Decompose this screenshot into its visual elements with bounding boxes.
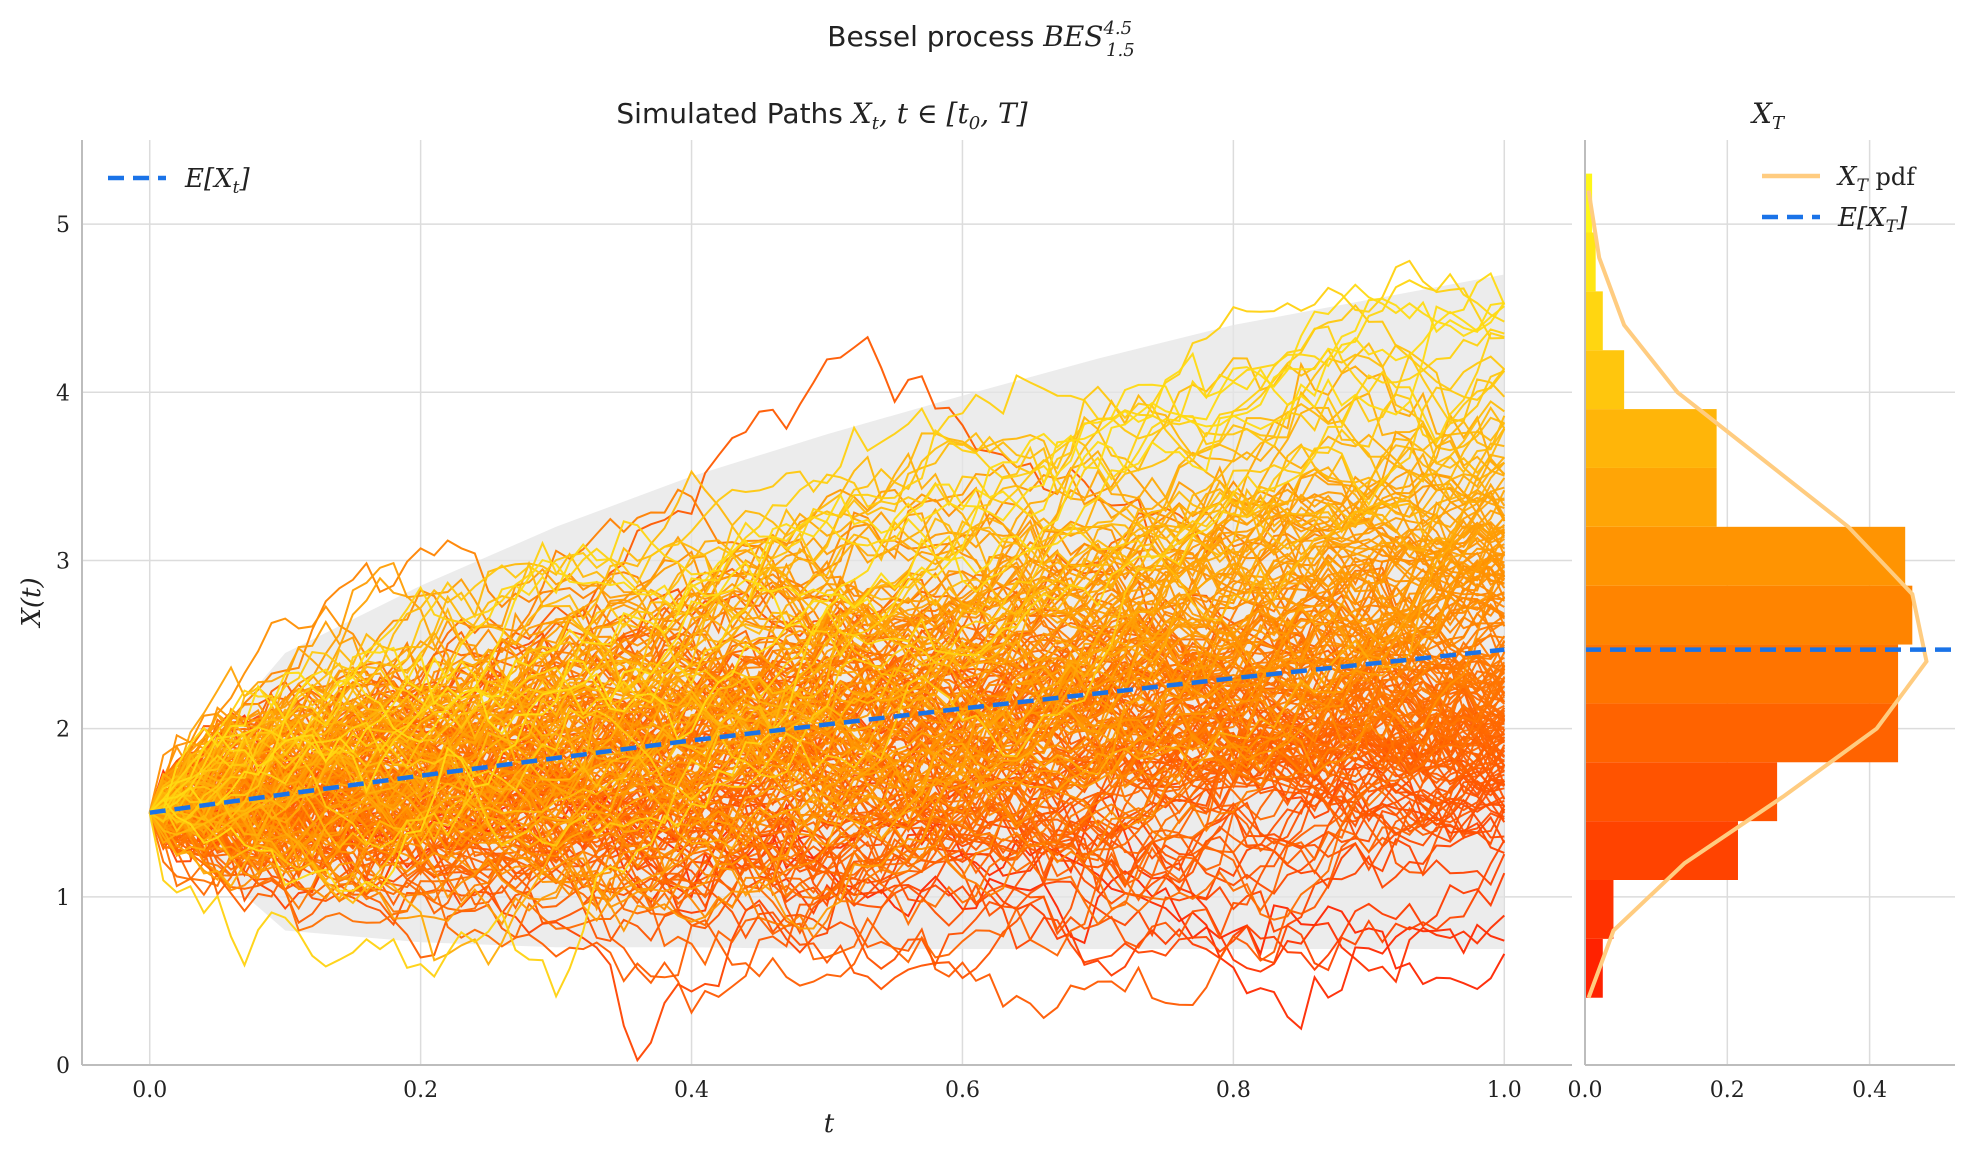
path-line (149, 422, 1506, 814)
path-line (149, 301, 1506, 814)
main-x-tick-label: 0.8 (1216, 1078, 1251, 1103)
terminal-pdf-line (1586, 190, 1929, 999)
side-panel-title: XT (1750, 97, 1786, 134)
path-line (148, 553, 1506, 933)
legend-mean-label: E[Xt] (184, 164, 250, 198)
path-line (149, 271, 1506, 892)
legend-terminal-mean-label: E[XT] (1837, 203, 1908, 237)
histogram-bar (1586, 762, 1778, 822)
path-line (149, 488, 1505, 814)
path-line (149, 259, 1505, 815)
path-line (148, 497, 1505, 814)
path-line (149, 442, 1505, 822)
x-axis-label: t (824, 1109, 835, 1139)
path-line (149, 415, 1506, 905)
path-line (149, 480, 1505, 830)
path-line (149, 402, 1505, 821)
main-y-tick-label: 0 (56, 1054, 70, 1079)
main-x-tick-label: 1.0 (1487, 1078, 1522, 1103)
side-x-ticks: 0.0 0.2 0.4 (1568, 1078, 1888, 1103)
path-line (148, 433, 1506, 857)
mean-line (149, 647, 1505, 815)
main-y-tick-label: 1 (56, 886, 70, 911)
histogram-bar (1586, 880, 1614, 939)
path-line (149, 480, 1505, 909)
path-line (149, 582, 1505, 822)
path-line (148, 526, 1505, 827)
main-x-tick-label: 0.2 (403, 1078, 438, 1103)
path-line (149, 541, 1505, 816)
main-x-tick-label: 0.0 (132, 1078, 167, 1103)
legend-pdf-label: XT pdf (1836, 162, 1917, 196)
main-panel-title: Simulated Paths Xt, t ∈ [t0, T] (616, 97, 1027, 134)
path-line (149, 343, 1506, 823)
histogram-bar (1586, 585, 1913, 645)
path-line (149, 567, 1506, 851)
path-line (148, 474, 1506, 888)
terminal-histogram (1586, 173, 1913, 998)
path-line (149, 533, 1505, 846)
figure-title: Bessel process BES4.5 1.5 (827, 18, 1135, 61)
path-line (148, 283, 1505, 814)
main-x-ticks: 0.0 0.2 0.4 0.6 0.8 1.0 (132, 1078, 1522, 1103)
main-y-ticks: 0 1 2 3 4 5 (56, 213, 70, 1079)
path-line (149, 272, 1505, 814)
histogram-bar (1586, 467, 1717, 527)
histogram-bar (1586, 938, 1603, 998)
path-line (149, 465, 1506, 830)
side-x-tick-label: 0.0 (1568, 1078, 1603, 1103)
histogram-bar (1586, 821, 1738, 880)
main-y-tick-label: 3 (56, 549, 70, 574)
histogram-bar (1586, 644, 1899, 704)
histogram-bar (1586, 409, 1717, 468)
main-x-tick-label: 0.6 (945, 1078, 980, 1103)
y-axis-label: X(t) (17, 577, 47, 628)
side-legend: XT pdf E[XT] (1762, 162, 1917, 237)
path-line (148, 341, 1505, 814)
path-line (148, 509, 1505, 869)
main-y-tick-label: 2 (56, 718, 70, 743)
histogram-bar (1586, 350, 1625, 410)
simulated-paths (148, 259, 1506, 1063)
path-line (148, 419, 1506, 814)
path-line (148, 328, 1505, 999)
side-x-tick-label: 0.4 (1852, 1078, 1887, 1103)
histogram-bar (1586, 232, 1596, 292)
histogram-bar (1586, 526, 1906, 586)
main-y-tick-label: 5 (56, 213, 70, 238)
path-line (149, 351, 1506, 824)
path-line (148, 451, 1505, 814)
histogram-bar (1586, 703, 1899, 763)
main-x-tick-label: 0.4 (674, 1078, 709, 1103)
side-x-tick-label: 0.2 (1710, 1078, 1745, 1103)
path-line (149, 531, 1506, 930)
path-line (148, 486, 1505, 838)
histogram-bar (1586, 291, 1603, 351)
main-legend: E[Xt] (108, 164, 250, 198)
path-line (149, 370, 1505, 849)
path-line (149, 297, 1505, 814)
path-line (149, 391, 1506, 814)
path-line (148, 739, 1505, 949)
main-y-tick-label: 4 (56, 381, 70, 406)
